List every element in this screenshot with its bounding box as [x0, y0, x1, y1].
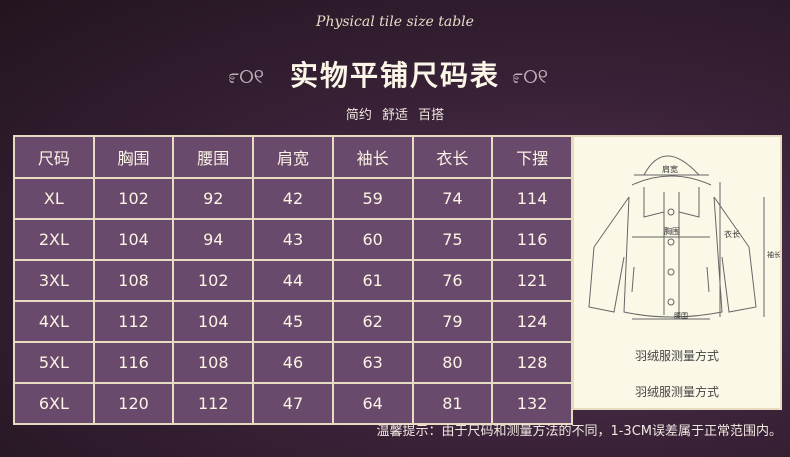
table-cell: 75	[411, 218, 494, 261]
col-header: 尺码	[13, 135, 95, 179]
table-cell: 5XL	[13, 341, 95, 384]
table-row: 3XL 108 102 44 61 76 121	[13, 259, 573, 302]
table-cell: 120	[92, 382, 175, 425]
table-cell: 4XL	[13, 300, 95, 343]
col-header: 腰围	[172, 135, 255, 179]
table-cell: 116	[491, 218, 573, 261]
table-row: 2XL 104 94 43 60 75 116	[13, 218, 573, 261]
table-cell: 80	[411, 341, 494, 384]
col-header: 胸围	[92, 135, 175, 179]
ornament-left-icon: ೯୦୧	[228, 64, 265, 88]
size-table: 尺码 胸围 腰围 肩宽 袖长 衣长 下摆 XL 102 92 42 59 74 114 2XL…	[13, 135, 573, 425]
tagline: 简约 舒适 百搭	[345, 108, 445, 123]
col-header: 衣长	[411, 135, 494, 179]
table-cell: 6XL	[13, 382, 95, 425]
measurement-diagram: 肩宽 胸围 衣长 袖长 腰围 羽绒服测量方式 羽绒服测量方式	[572, 135, 782, 410]
table-row: 5XL 116 108 46 63 80 128	[13, 341, 573, 384]
table-cell: 47	[252, 382, 334, 425]
table-cell: 102	[172, 259, 255, 302]
table-cell: 2XL	[13, 218, 95, 261]
label-chest: 胸围	[664, 226, 680, 236]
table-cell: 42	[252, 177, 334, 220]
table-cell: 104	[172, 300, 255, 343]
table-cell: 132	[491, 382, 573, 425]
table-row: 4XL 112 104 45 62 79 124	[13, 300, 573, 343]
label-sleeve: 袖长	[767, 250, 780, 259]
english-subtitle: Physical tile size table	[316, 14, 474, 30]
table-cell: 108	[172, 341, 255, 384]
col-header: 袖长	[331, 135, 414, 179]
table-cell: XL	[13, 177, 95, 220]
diagram-caption: 羽绒服测量方式	[634, 349, 719, 363]
table-cell: 43	[252, 218, 334, 261]
ornament-right-icon: ೯୦୧	[512, 64, 549, 88]
table-cell: 108	[92, 259, 175, 302]
table-cell: 76	[411, 259, 494, 302]
table-cell: 112	[172, 382, 255, 425]
table-cell: 74	[411, 177, 494, 220]
table-cell: 46	[252, 341, 334, 384]
table-cell: 121	[491, 259, 573, 302]
table-cell: 116	[92, 341, 175, 384]
table-cell: 60	[331, 218, 414, 261]
table-cell: 104	[92, 218, 175, 261]
table-cell: 3XL	[13, 259, 95, 302]
table-cell: 59	[331, 177, 414, 220]
footer-note: 温馨提示：由于尺码和测量方法的不同，1-3CM误差属于正常范围内。	[376, 424, 782, 439]
table-cell: 44	[252, 259, 334, 302]
table-cell: 112	[92, 300, 175, 343]
col-header: 肩宽	[252, 135, 334, 179]
table-header: 尺码 胸围 腰围 肩宽 袖长 衣长 下摆	[13, 135, 573, 179]
table-cell: 62	[331, 300, 414, 343]
jacket-diagram-icon: 肩宽 胸围 衣长 袖长 腰围	[588, 155, 781, 320]
col-header: 下摆	[491, 135, 573, 179]
table-cell: 45	[252, 300, 334, 343]
table-cell: 114	[491, 177, 573, 220]
table-cell: 94	[172, 218, 255, 261]
page-title: 实物平铺尺码表	[289, 59, 500, 92]
table-row: 6XL 120 112 47 64 81 132	[13, 382, 573, 425]
table-cell: 63	[331, 341, 414, 384]
table-cell: 102	[92, 177, 175, 220]
label-hem: 腰围	[674, 312, 688, 320]
label-length: 衣长	[724, 229, 740, 239]
table-cell: 92	[172, 177, 255, 220]
diagram-caption: 羽绒服测量方式	[634, 385, 719, 399]
table-cell: 124	[491, 300, 573, 343]
table-cell: 128	[491, 341, 573, 384]
table-cell: 61	[331, 259, 414, 302]
table-cell: 81	[411, 382, 494, 425]
table-cell: 79	[411, 300, 494, 343]
table-cell: 64	[331, 382, 414, 425]
label-shoulder: 肩宽	[662, 164, 678, 174]
table-row: XL 102 92 42 59 74 114	[13, 177, 573, 220]
